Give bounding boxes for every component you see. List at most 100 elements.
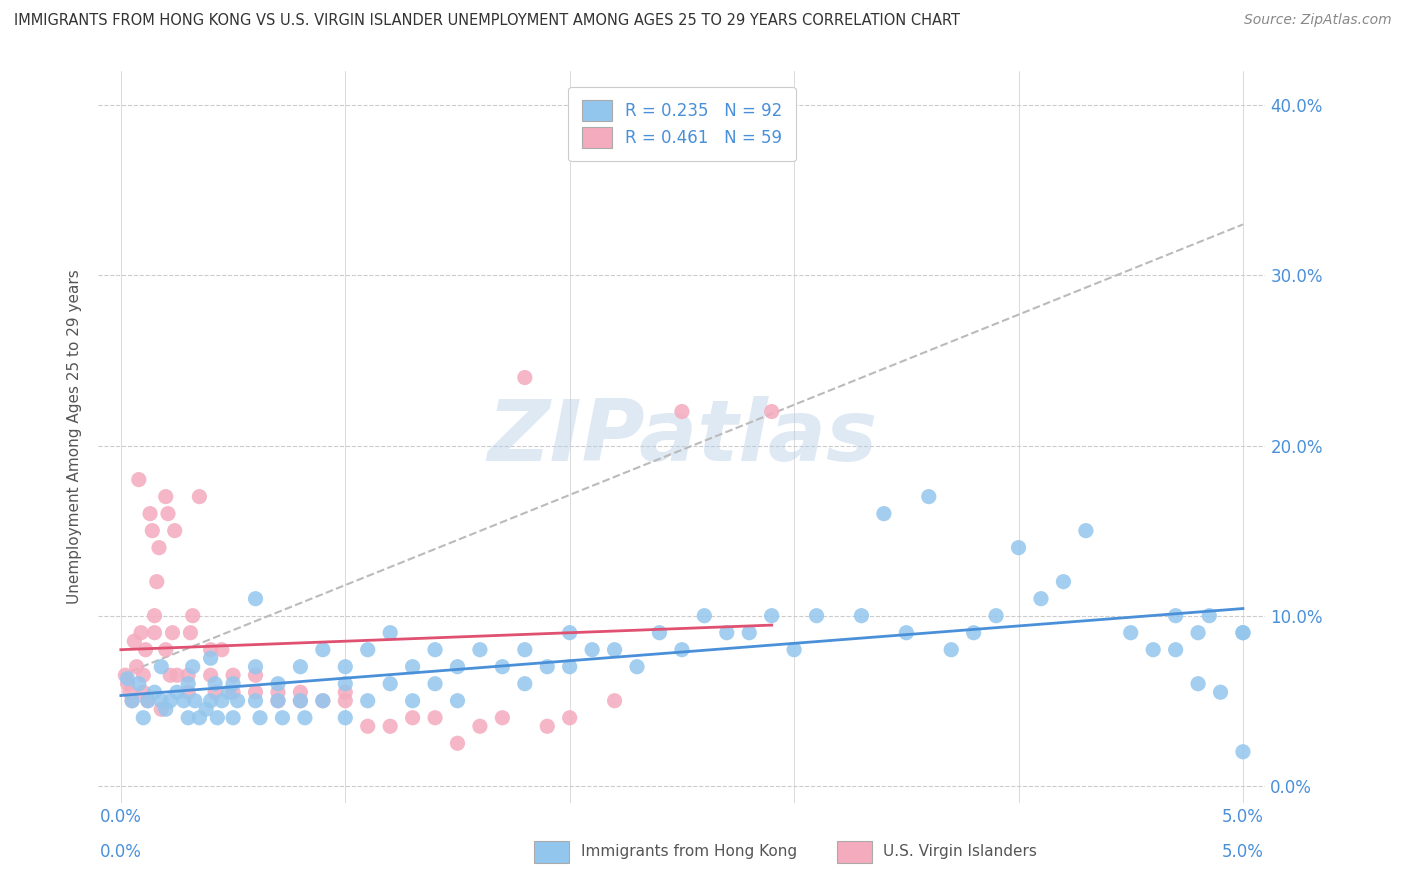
Text: IMMIGRANTS FROM HONG KONG VS U.S. VIRGIN ISLANDER UNEMPLOYMENT AMONG AGES 25 TO : IMMIGRANTS FROM HONG KONG VS U.S. VIRGIN… <box>14 13 960 29</box>
Point <box>132 685 155 699</box>
Point <box>783 642 806 657</box>
Point <box>558 711 581 725</box>
Point <box>155 702 177 716</box>
Point <box>163 524 186 538</box>
Point <box>166 685 188 699</box>
Point <box>335 685 357 699</box>
Text: Source: ZipAtlas.com: Source: ZipAtlas.com <box>1244 13 1392 28</box>
Point <box>1164 608 1187 623</box>
Point <box>155 490 177 504</box>
Point <box>491 711 513 725</box>
Point <box>423 677 446 691</box>
Point <box>204 685 226 699</box>
Point <box>1232 625 1254 640</box>
Point <box>218 685 240 699</box>
Point <box>150 702 173 716</box>
Point <box>222 685 245 699</box>
Point <box>671 642 693 657</box>
Point <box>200 651 222 665</box>
Text: U.S. Virgin Islanders: U.S. Virgin Islanders <box>883 845 1036 859</box>
Point <box>143 608 166 623</box>
Point <box>761 608 783 623</box>
Point <box>132 711 155 725</box>
Point <box>267 694 290 708</box>
Point <box>200 668 222 682</box>
Point <box>312 642 335 657</box>
Text: Immigrants from Hong Kong: Immigrants from Hong Kong <box>581 845 797 859</box>
Point <box>716 625 738 640</box>
Point <box>626 659 648 673</box>
Point <box>135 642 157 657</box>
Point <box>267 677 290 691</box>
Point <box>290 685 312 699</box>
Point <box>204 677 226 691</box>
Point <box>335 694 357 708</box>
Point <box>693 608 716 623</box>
Point <box>378 625 402 640</box>
Point <box>446 659 468 673</box>
Point <box>603 642 626 657</box>
Point <box>155 642 177 657</box>
Point <box>125 659 148 673</box>
Point <box>468 642 491 657</box>
Point <box>267 694 290 708</box>
Point <box>761 404 783 418</box>
Point <box>423 711 446 725</box>
Point <box>1198 608 1220 623</box>
Point <box>245 694 267 708</box>
Point <box>200 694 222 708</box>
Point <box>222 711 245 725</box>
Point <box>159 694 181 708</box>
Point <box>851 608 873 623</box>
Point <box>1007 541 1029 555</box>
Point <box>245 659 267 673</box>
Y-axis label: Unemployment Among Ages 25 to 29 years: Unemployment Among Ages 25 to 29 years <box>67 269 83 605</box>
Point <box>290 694 312 708</box>
Point <box>245 668 267 682</box>
Text: 0.0%: 0.0% <box>100 843 142 861</box>
Point <box>226 694 249 708</box>
Point <box>536 659 558 673</box>
Point <box>128 677 150 691</box>
Point <box>1187 625 1209 640</box>
Point <box>513 677 536 691</box>
Point <box>335 711 357 725</box>
Point <box>150 694 173 708</box>
Point <box>962 625 984 640</box>
Point <box>121 694 143 708</box>
Point <box>941 642 963 657</box>
Point <box>181 608 204 623</box>
Point <box>378 677 402 691</box>
Point <box>162 625 184 640</box>
Point <box>378 719 402 733</box>
Point <box>207 711 229 725</box>
Point <box>294 711 316 725</box>
Point <box>446 694 468 708</box>
Point <box>132 668 155 682</box>
Point <box>245 591 267 606</box>
Point <box>271 711 294 725</box>
Point <box>558 625 581 640</box>
Point <box>357 719 380 733</box>
Point <box>188 711 211 725</box>
Point <box>648 625 671 640</box>
Point <box>1142 642 1164 657</box>
Point <box>136 694 159 708</box>
Point <box>117 672 139 686</box>
Point <box>211 642 233 657</box>
Point <box>1209 685 1232 699</box>
Point <box>195 702 218 716</box>
Text: 5.0%: 5.0% <box>1222 843 1264 861</box>
Point <box>173 694 195 708</box>
Point <box>335 677 357 691</box>
Point <box>357 642 380 657</box>
Point <box>1232 745 1254 759</box>
Point <box>222 677 245 691</box>
Point <box>513 370 536 384</box>
Point <box>896 625 918 640</box>
Point <box>491 659 513 673</box>
Point <box>150 659 173 673</box>
Point <box>177 685 200 699</box>
Point <box>249 711 271 725</box>
Point <box>1187 677 1209 691</box>
